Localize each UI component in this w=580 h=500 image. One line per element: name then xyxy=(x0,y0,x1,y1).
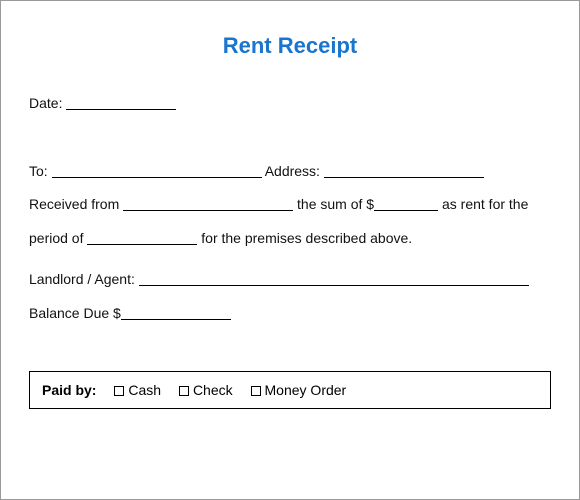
money-order-checkbox[interactable] xyxy=(251,386,261,396)
period-label: period of xyxy=(29,230,83,246)
landlord-label: Landlord / Agent: xyxy=(29,271,135,287)
sum-blank[interactable] xyxy=(374,196,438,211)
cash-label: Cash xyxy=(128,382,161,398)
date-blank[interactable] xyxy=(66,95,176,110)
receipt-page: Rent Receipt Date: To: Address: Received… xyxy=(0,0,580,500)
landlord-row: Landlord / Agent: xyxy=(29,263,551,297)
balance-row: Balance Due $ xyxy=(29,297,551,331)
paid-by-label: Paid by: xyxy=(42,382,96,398)
balance-blank[interactable] xyxy=(121,305,231,320)
as-rent-label: as rent for the xyxy=(442,196,528,212)
balance-label: Balance Due $ xyxy=(29,305,121,321)
to-address-row: To: Address: xyxy=(29,155,551,189)
page-title: Rent Receipt xyxy=(29,33,551,59)
received-label: Received from xyxy=(29,196,119,212)
check-checkbox[interactable] xyxy=(179,386,189,396)
date-label: Date: xyxy=(29,95,62,111)
address-blank[interactable] xyxy=(324,162,484,177)
date-row: Date: xyxy=(29,87,551,121)
to-label: To: xyxy=(29,163,48,179)
to-blank[interactable] xyxy=(52,162,262,177)
address-label: Address: xyxy=(265,163,320,179)
received-row: Received from the sum of $ as rent for t… xyxy=(29,188,551,222)
sum-label: the sum of $ xyxy=(297,196,374,212)
received-from-blank[interactable] xyxy=(123,196,293,211)
period-blank[interactable] xyxy=(87,229,197,244)
money-order-label: Money Order xyxy=(265,382,347,398)
paid-by-box: Paid by: Cash Check Money Order xyxy=(29,371,551,409)
landlord-blank[interactable] xyxy=(139,271,529,286)
cash-checkbox[interactable] xyxy=(114,386,124,396)
premises-label: for the premises described above. xyxy=(201,230,412,246)
check-label: Check xyxy=(193,382,233,398)
period-row: period of for the premises described abo… xyxy=(29,222,551,256)
